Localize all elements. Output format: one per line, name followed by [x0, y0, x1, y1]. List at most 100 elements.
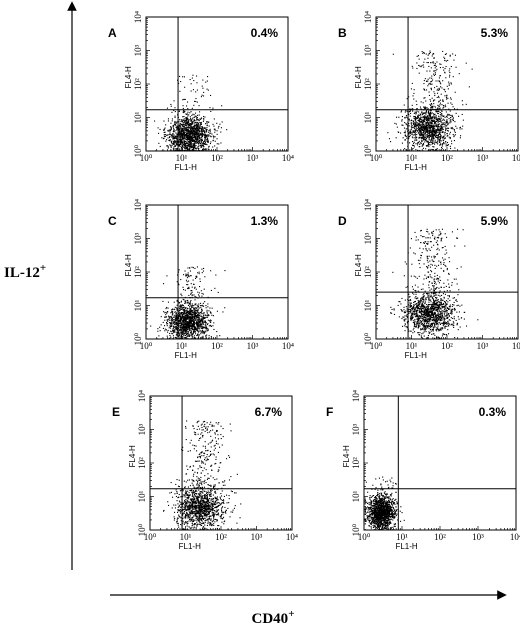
data-point: [431, 103, 433, 105]
data-point: [180, 305, 182, 307]
data-point: [171, 323, 173, 325]
data-point: [203, 135, 205, 137]
data-point: [206, 121, 208, 123]
data-point: [432, 126, 434, 128]
data-point: [417, 259, 419, 261]
data-point: [205, 338, 207, 340]
data-point: [180, 301, 182, 303]
data-point: [210, 132, 212, 134]
data-point: [188, 128, 190, 130]
data-point: [190, 144, 192, 146]
data-point: [214, 287, 216, 289]
data-point: [201, 126, 203, 128]
data-point: [172, 311, 174, 313]
data-point: [194, 136, 196, 138]
data-point: [185, 327, 187, 329]
data-point: [192, 127, 194, 129]
data-point: [198, 324, 200, 326]
data-point: [428, 255, 430, 257]
data-point: [444, 58, 446, 60]
data-point: [197, 333, 199, 335]
data-point: [421, 112, 423, 114]
data-point: [452, 128, 454, 130]
data-point: [418, 72, 420, 74]
data-point: [216, 122, 218, 124]
data-point: [184, 135, 186, 137]
data-point: [203, 130, 205, 132]
data-point: [448, 108, 450, 110]
data-point: [189, 314, 191, 316]
data-point: [413, 132, 415, 134]
data-point: [199, 311, 201, 313]
data-point: [184, 127, 186, 129]
data-point: [195, 310, 197, 312]
data-point: [185, 137, 187, 139]
data-point: [187, 130, 189, 132]
x-tick-label: 10⁰: [140, 153, 153, 163]
data-point: [414, 115, 416, 117]
data-point: [182, 133, 184, 135]
data-point: [196, 320, 198, 322]
data-point: [203, 316, 205, 318]
data-point: [427, 116, 429, 118]
data-point: [202, 270, 204, 272]
data-point: [177, 133, 179, 135]
data-point: [415, 124, 417, 126]
data-point: [408, 125, 410, 127]
data-point: [205, 328, 207, 330]
data-point: [193, 309, 195, 311]
data-point: [212, 135, 214, 137]
data-point: [181, 319, 183, 321]
data-point: [422, 142, 424, 144]
data-point: [182, 142, 184, 144]
data-point: [415, 116, 417, 118]
data-point: [170, 312, 172, 314]
data-point: [445, 77, 447, 79]
data-point: [437, 108, 439, 110]
data-point: [406, 130, 408, 132]
data-point: [198, 132, 200, 134]
data-point: [196, 147, 198, 149]
data-point: [171, 134, 173, 136]
data-point: [423, 308, 425, 310]
data-point: [436, 85, 438, 87]
data-point: [173, 323, 175, 325]
data-point: [172, 325, 174, 327]
data-point: [193, 329, 195, 331]
data-point: [404, 134, 406, 136]
data-point: [185, 330, 187, 332]
data-point: [212, 140, 214, 142]
data-point: [198, 126, 200, 128]
data-point: [426, 306, 428, 308]
data-point: [412, 67, 414, 69]
data-point: [173, 301, 175, 303]
data-point: [195, 133, 197, 135]
data-point: [429, 130, 431, 132]
data-point: [186, 275, 188, 277]
data-point: [183, 126, 185, 128]
data-point: [194, 322, 196, 324]
panels: 10⁰ 10¹ 10² 10³ 10⁴10⁰10¹10²10³10⁴FL1-HFL4-H…: [108, 11, 520, 551]
data-point: [177, 148, 179, 150]
data-point: [166, 325, 168, 327]
data-point: [190, 135, 192, 137]
data-point: [198, 326, 200, 328]
data-point: [194, 331, 196, 333]
data-point: [428, 142, 430, 144]
data-point: [193, 324, 195, 326]
data-point: [171, 135, 173, 137]
data-point: [189, 135, 191, 137]
data-point: [411, 132, 413, 134]
data-point: [428, 65, 430, 67]
data-point: [451, 103, 453, 105]
data-point: [420, 321, 422, 323]
data-point: [428, 139, 430, 141]
data-point: [194, 130, 196, 132]
data-point: [426, 70, 428, 72]
data-point: [198, 145, 200, 147]
data-point: [424, 120, 426, 122]
data-point: [423, 66, 425, 68]
data-point: [178, 130, 180, 132]
data-point: [422, 126, 424, 128]
data-point: [441, 148, 443, 150]
